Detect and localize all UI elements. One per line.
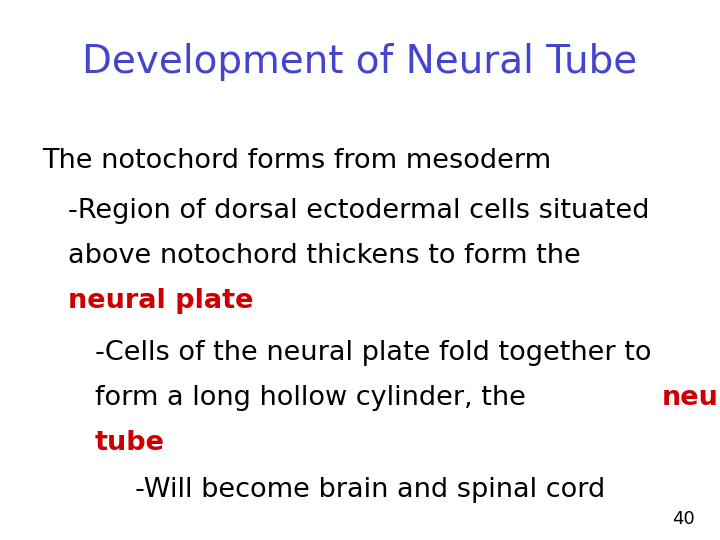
- Text: above notochord thickens to form the: above notochord thickens to form the: [68, 243, 581, 269]
- Text: tube: tube: [95, 430, 165, 456]
- Text: The notochord forms from mesoderm: The notochord forms from mesoderm: [42, 148, 551, 174]
- Text: form a long hollow cylinder, the: form a long hollow cylinder, the: [95, 385, 534, 411]
- Text: Development of Neural Tube: Development of Neural Tube: [82, 43, 638, 81]
- Text: 40: 40: [672, 510, 695, 528]
- Text: -Region of dorsal ectodermal cells situated: -Region of dorsal ectodermal cells situa…: [68, 198, 649, 224]
- Text: neural plate: neural plate: [68, 288, 253, 314]
- Text: -Cells of the neural plate fold together to: -Cells of the neural plate fold together…: [95, 340, 652, 366]
- Text: -Will become brain and spinal cord: -Will become brain and spinal cord: [135, 477, 606, 503]
- Text: neural: neural: [662, 385, 720, 411]
